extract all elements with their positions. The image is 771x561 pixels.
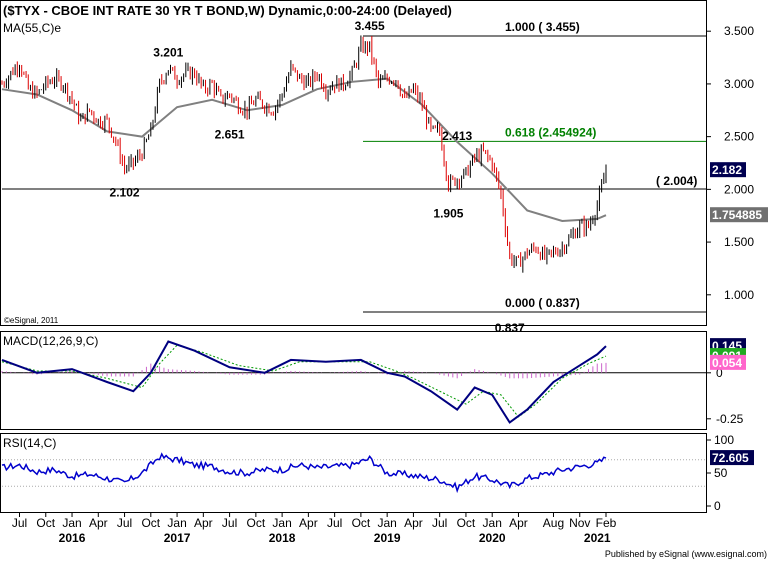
last-price-badge-bg bbox=[710, 162, 746, 178]
hist-last-badge-bg bbox=[710, 354, 746, 370]
x-year-label: 2020 bbox=[479, 531, 506, 545]
x-tick-label: Jan bbox=[62, 516, 81, 530]
x-tick-label: Jan bbox=[483, 516, 502, 530]
price-y-axis-ticks: 3.500 3.000 2.500 2.000 1.500 1.000 bbox=[706, 24, 754, 302]
price-y-tick-label: 1.500 bbox=[724, 235, 754, 249]
x-tick-label: Oct bbox=[352, 516, 371, 530]
x-tick-label: Apr bbox=[89, 516, 108, 530]
macd-panel-frame bbox=[0, 331, 707, 430]
rsi-y-tick-label: 0 bbox=[714, 499, 721, 513]
x-year-label: 2018 bbox=[269, 531, 296, 545]
x-tick-label: Jul bbox=[117, 516, 132, 530]
published-footer: Published by eSignal (www.esignal.com) bbox=[605, 549, 767, 559]
x-year-label: 2017 bbox=[164, 531, 191, 545]
level-label: 0.618 (2.454924) bbox=[505, 125, 596, 139]
rsi-y-axis-ticks: 100 50 0 bbox=[2, 433, 734, 513]
ma-line bbox=[1, 77, 607, 223]
level-label: ( 2.004) bbox=[656, 174, 697, 188]
ma-series bbox=[1, 77, 607, 223]
level-label: 0.000 ( 0.837) bbox=[505, 296, 580, 310]
price-annotation: 3.201 bbox=[153, 46, 183, 60]
price-annotation: 2.651 bbox=[215, 128, 245, 142]
rsi-line bbox=[1, 452, 607, 494]
x-tick-label: Oct bbox=[141, 516, 160, 530]
x-tick-label: Oct bbox=[457, 516, 476, 530]
ma-legend: MA(55,C)e bbox=[3, 21, 61, 35]
x-tick-label: Nov bbox=[569, 516, 590, 530]
chart-title: ($TYX - CBOE INT RATE 30 YR T BOND,W) Dy… bbox=[3, 3, 452, 18]
fib-levels: 1.000 ( 3.455) 0.618 (2.454924) ( 2.004) 0.… bbox=[2, 20, 706, 313]
x-tick-label: Jan bbox=[377, 516, 396, 530]
x-tick-label: Apr bbox=[404, 516, 423, 530]
x-tick-label: Jul bbox=[222, 516, 237, 530]
last-ma-badge: 1.754885 bbox=[712, 208, 762, 222]
price-annotations: 3.455 3.201 2.651 2.102 2.413 1.905 0.837 bbox=[110, 19, 526, 335]
rsi-y-tick-label: 100 bbox=[714, 433, 734, 447]
price-y-tick-label: 1.000 bbox=[724, 288, 754, 302]
x-tick-label: Oct bbox=[247, 516, 266, 530]
price-y-tick-label: 3.000 bbox=[724, 77, 754, 91]
x-tick-label: Aug bbox=[543, 516, 564, 530]
x-tick-label: Feb bbox=[596, 516, 617, 530]
x-year-label: 2019 bbox=[374, 531, 401, 545]
macd-line bbox=[1, 340, 607, 424]
level-label: 1.000 ( 3.455) bbox=[505, 20, 580, 34]
rsi-last-badge-bg bbox=[710, 450, 754, 466]
price-y-tick-label: 2.500 bbox=[724, 130, 754, 144]
x-year-label: 2016 bbox=[59, 531, 86, 545]
price-annotation: 2.413 bbox=[442, 129, 472, 143]
price-annotation: 0.837 bbox=[495, 321, 525, 335]
macd-y-tick-label: -0.25 bbox=[716, 412, 744, 426]
x-tick-label: Jan bbox=[272, 516, 291, 530]
rsi-series bbox=[1, 452, 607, 494]
x-tick-label: Jan bbox=[167, 516, 186, 530]
x-year-label: 2021 bbox=[584, 531, 611, 545]
price-annotation: 1.905 bbox=[433, 206, 463, 220]
rsi-y-tick-label: 50 bbox=[714, 466, 728, 480]
macd-y-tick-label: 0 bbox=[716, 366, 723, 380]
last-ma-badge-bg bbox=[710, 207, 768, 223]
x-tick-label: Jul bbox=[12, 516, 27, 530]
price-annotation: 2.102 bbox=[110, 186, 140, 200]
x-tick-label: Apr bbox=[509, 516, 528, 530]
rsi-axis-badges: 72.605 bbox=[710, 450, 754, 466]
x-tick-label: Jul bbox=[432, 516, 447, 530]
x-tick-label: Jul bbox=[327, 516, 342, 530]
hist-last-badge: 0.054 bbox=[712, 356, 742, 370]
rsi-panel-frame bbox=[0, 433, 707, 513]
rsi-title: RSI(14,C) bbox=[3, 436, 56, 450]
price-bars bbox=[1, 35, 607, 273]
price-y-tick-label: 2.000 bbox=[724, 182, 754, 196]
price-axis-badges: 2.182 1.754885 bbox=[710, 162, 768, 223]
last-price-badge: 2.182 bbox=[712, 163, 742, 177]
price-annotation: 3.455 bbox=[355, 19, 385, 33]
rsi-last-badge: 72.605 bbox=[712, 451, 749, 465]
macd-title: MACD(12,26,9,C) bbox=[3, 334, 98, 348]
price-panel-frame bbox=[0, 0, 707, 326]
x-tick-label: Apr bbox=[299, 516, 318, 530]
x-tick-label: Oct bbox=[36, 516, 55, 530]
copyright-label: ©eSignal, 2011 bbox=[4, 316, 59, 325]
x-axis: Jul Oct Jan Apr Jul Oct Jan Apr Jul Oct Jan Apr Jul O… bbox=[12, 513, 617, 545]
x-tick-label: Apr bbox=[194, 516, 213, 530]
macd-lines bbox=[1, 340, 607, 424]
price-y-tick-label: 3.500 bbox=[724, 24, 754, 38]
